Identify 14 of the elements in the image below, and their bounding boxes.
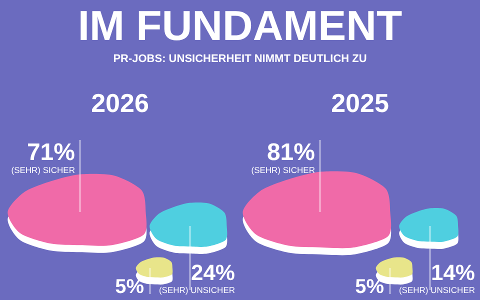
- text: IM FUNDAMENT: [78, 2, 402, 49]
- data-label: 14%: [430, 260, 475, 285]
- data-label: 71%: [26, 139, 75, 166]
- category-label: (SEHR) UNSICHER: [398, 285, 475, 295]
- data-label: 5%: [115, 276, 144, 298]
- category-label: (SEHR) SICHER: [251, 165, 315, 175]
- data-label: 81%: [266, 139, 315, 166]
- text: 2025: [331, 88, 389, 118]
- text: 2026: [91, 88, 149, 118]
- text: PR-JOBS: UNSICHERHEIT NIMMT DEUTLICH ZU: [113, 53, 367, 65]
- category-label: (SEHR) UNSICHER: [158, 285, 235, 295]
- data-label: 5%: [355, 276, 384, 298]
- data-label: 24%: [190, 260, 235, 285]
- category-label: (SEHR) SICHER: [11, 165, 75, 175]
